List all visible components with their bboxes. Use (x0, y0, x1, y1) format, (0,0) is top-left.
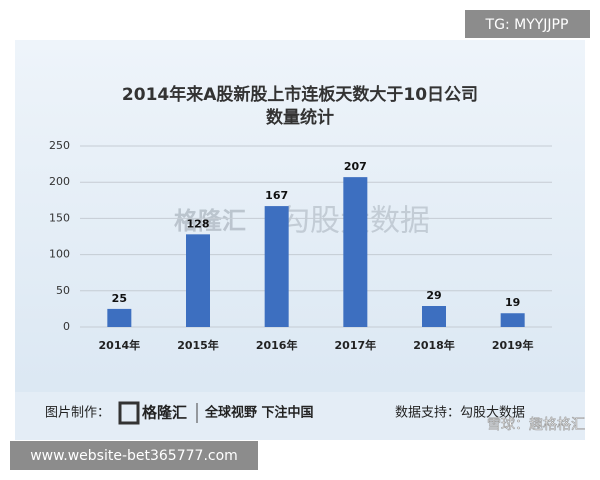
bar (107, 308, 132, 327)
y-tick-label: 250 (49, 139, 70, 152)
y-tick-label: 50 (56, 284, 70, 297)
chart-title: 数量统计 (266, 107, 334, 128)
x-tick-label: 2018年 (413, 338, 455, 352)
value-label: 29 (426, 289, 441, 302)
footer-data-source: 数据支持：勾股大数据 (395, 406, 525, 421)
x-tick-label: 2015年 (177, 338, 219, 352)
value-label: 19 (505, 296, 520, 309)
bar (343, 177, 368, 327)
footer-logo: 格隆汇 (142, 404, 187, 422)
watermark-logo: 格隆汇 (174, 207, 246, 235)
y-tick-label: 0 (63, 320, 70, 333)
plot: 0 50 100 150 200 250 2014年 25 2015年 128 2016年 167 20… (49, 139, 552, 352)
bar (500, 313, 525, 327)
y-tick-label: 150 (49, 211, 70, 224)
logo-icon (118, 401, 140, 425)
value-label: 207 (344, 160, 367, 173)
y-tick-label: 200 (49, 175, 70, 188)
bar (422, 306, 446, 327)
overlay-box (465, 10, 590, 38)
overlay-top-right: TG: MYYJJPP (485, 17, 569, 33)
panel (15, 40, 585, 440)
footer-slogan: 全球视野 下注中国 (204, 405, 314, 421)
bar (186, 234, 210, 327)
overlay-box (10, 441, 258, 470)
value-label: 25 (112, 292, 127, 305)
x-tick-label: 2017年 (335, 338, 377, 352)
footer-made-by: 图片制作： (45, 406, 110, 421)
y-tick-label: 100 (49, 248, 70, 261)
value-label: 167 (265, 189, 288, 202)
value-label: 128 (187, 217, 210, 230)
x-tick-label: 2019年 (492, 338, 534, 352)
bar (264, 206, 289, 327)
overlay-watermark: 雪球：趣格格汇 (487, 417, 585, 433)
footer-band (15, 392, 585, 440)
chart-title: 2014年来A股新股上市连板天数大于10日公司 (122, 84, 478, 105)
overlay-bottom-left: www.website-bet365777.com (30, 448, 238, 464)
x-tick-label: 2014年 (99, 338, 141, 352)
x-tick-label: 2016年 (256, 338, 298, 352)
